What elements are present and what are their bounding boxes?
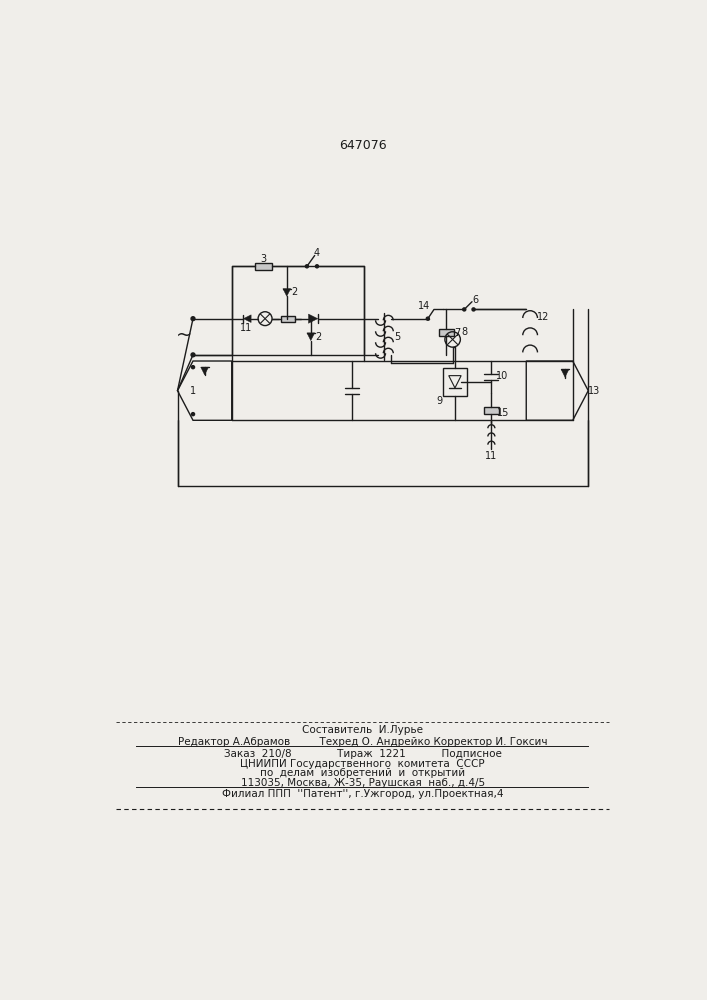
Polygon shape <box>307 333 315 341</box>
Text: 13: 13 <box>588 386 600 396</box>
Polygon shape <box>201 367 209 375</box>
Circle shape <box>191 353 195 357</box>
Bar <box>484 407 499 414</box>
Text: 5: 5 <box>394 332 400 342</box>
Text: ЦНИИПИ Государственного  комитета  СССР: ЦНИИПИ Государственного комитета СССР <box>240 759 485 769</box>
Text: 7: 7 <box>454 328 460 338</box>
Bar <box>438 329 454 336</box>
Text: 10: 10 <box>496 371 508 381</box>
Circle shape <box>305 265 308 268</box>
Text: 14: 14 <box>418 301 430 311</box>
Text: Заказ  210/8              Тираж  1221           Подписное: Заказ 210/8 Тираж 1221 Подписное <box>224 749 502 759</box>
Text: 11: 11 <box>240 323 252 333</box>
Circle shape <box>191 317 195 321</box>
Text: 8: 8 <box>461 327 467 337</box>
Text: 4: 4 <box>313 248 320 258</box>
Polygon shape <box>283 289 291 296</box>
Circle shape <box>462 308 466 311</box>
Circle shape <box>192 413 194 416</box>
Text: Составитель  И.Лурье: Составитель И.Лурье <box>302 725 423 735</box>
Text: 3: 3 <box>260 254 267 264</box>
Text: по  делам  изобретений  и  открытий: по делам изобретений и открытий <box>260 768 465 778</box>
Circle shape <box>315 265 319 268</box>
Text: 1: 1 <box>190 386 196 396</box>
Polygon shape <box>243 315 251 323</box>
Text: 12: 12 <box>537 312 549 322</box>
Text: 647076: 647076 <box>339 139 387 152</box>
Text: 11: 11 <box>485 451 498 461</box>
Text: 15: 15 <box>497 408 509 418</box>
Text: Редактор А.Абрамов         Техред О. Андрейко Корректор И. Гоксич: Редактор А.Абрамов Техред О. Андрейко Ко… <box>178 737 547 747</box>
Text: Филиал ППП  ''Патент'', г.Ужгород, ул.Проектная,4: Филиал ППП ''Патент'', г.Ужгород, ул.Про… <box>222 789 503 799</box>
Text: 2: 2 <box>291 287 298 297</box>
Bar <box>232 266 363 355</box>
Text: 2: 2 <box>315 332 322 342</box>
Text: 6: 6 <box>472 295 478 305</box>
Text: 113035, Москва, Ж-35, Раушская  наб., д.4/5: 113035, Москва, Ж-35, Раушская наб., д.4… <box>240 778 485 788</box>
Text: 9: 9 <box>436 396 443 406</box>
Circle shape <box>472 308 475 311</box>
Circle shape <box>192 366 194 369</box>
Text: ~: ~ <box>175 326 192 345</box>
Bar <box>255 263 272 270</box>
Polygon shape <box>561 369 569 377</box>
Circle shape <box>426 317 429 320</box>
Polygon shape <box>308 314 317 323</box>
Bar <box>443 368 467 396</box>
Bar <box>281 316 296 322</box>
